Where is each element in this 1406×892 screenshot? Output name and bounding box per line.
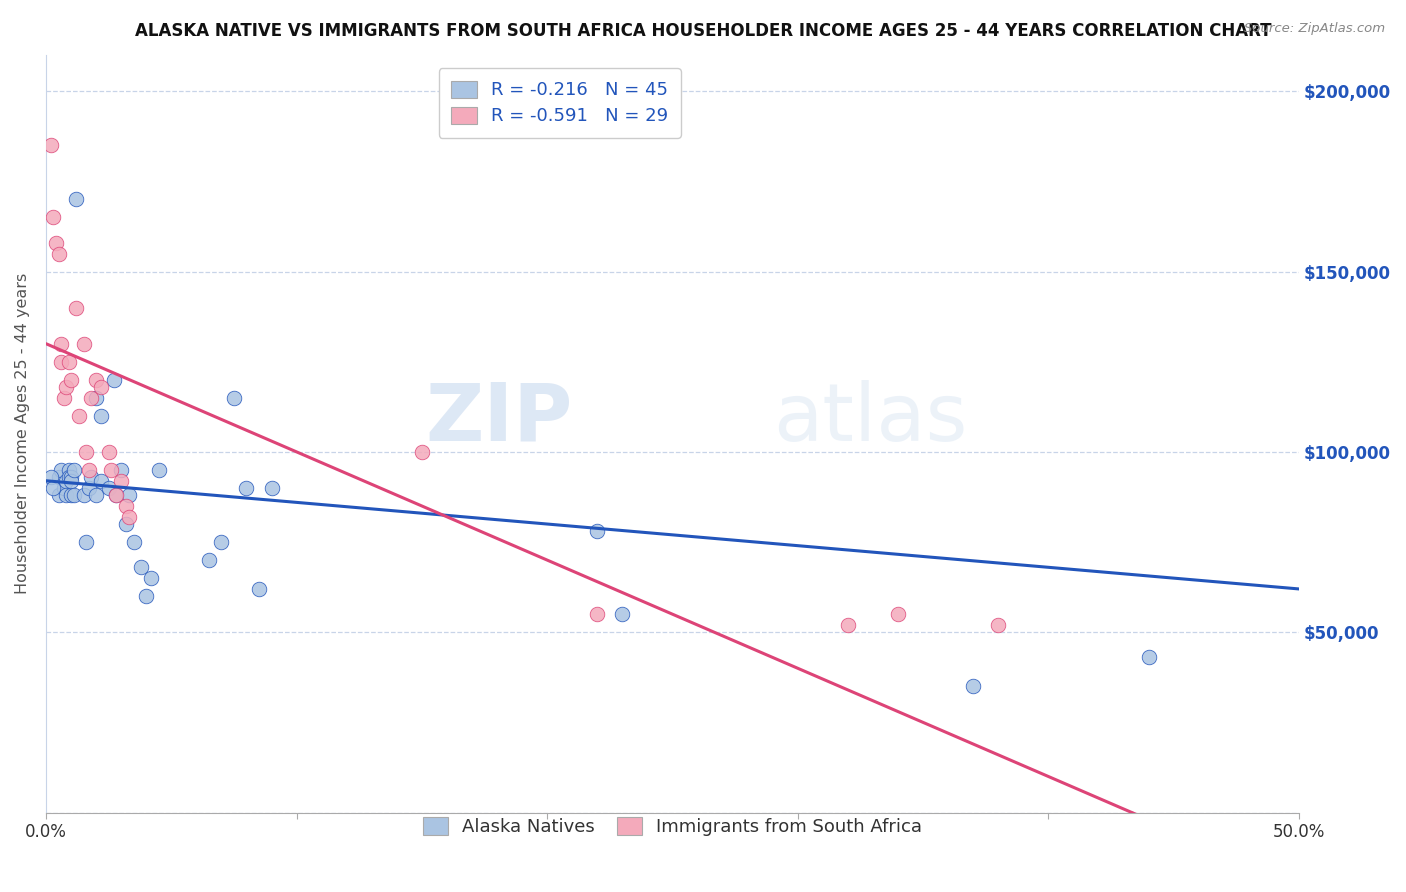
Point: [60, 373, 83, 387]
Point: [222, 391, 245, 405]
Point: [84, 373, 107, 387]
Point: [235, 481, 257, 495]
Point: [97, 481, 120, 495]
Point: [77, 463, 100, 477]
Point: [198, 553, 221, 567]
Point: [58, 470, 80, 484]
Point: [49, 463, 72, 477]
Point: [612, 607, 634, 622]
Point: [411, 445, 433, 459]
Point: [887, 607, 910, 622]
Point: [62, 463, 84, 477]
Point: [110, 463, 132, 477]
Point: [39, 470, 62, 484]
Point: [90, 380, 112, 394]
Point: [45, 235, 67, 250]
Point: [115, 499, 138, 513]
Point: [987, 618, 1010, 632]
Point: [90, 409, 112, 423]
Point: [60, 470, 83, 484]
Point: [55, 474, 77, 488]
Point: [105, 488, 128, 502]
Point: [110, 474, 132, 488]
Point: [62, 488, 84, 502]
Point: [209, 535, 232, 549]
Point: [247, 582, 270, 596]
Point: [65, 301, 87, 315]
Point: [72, 488, 94, 502]
Point: [39, 138, 62, 153]
Point: [52, 391, 75, 405]
Point: [42, 481, 65, 495]
Point: [49, 355, 72, 369]
Point: [48, 470, 70, 484]
Point: [148, 463, 170, 477]
Point: [60, 474, 83, 488]
Point: [42, 211, 65, 225]
Point: [65, 193, 87, 207]
Text: atlas: atlas: [773, 380, 967, 458]
Point: [75, 445, 97, 459]
Text: Source: ZipAtlas.com: Source: ZipAtlas.com: [1244, 22, 1385, 36]
Point: [115, 516, 138, 531]
Point: [100, 463, 122, 477]
Point: [118, 488, 141, 502]
Point: [55, 488, 77, 502]
Point: [97, 445, 120, 459]
Point: [52, 481, 75, 495]
Point: [1137, 650, 1160, 665]
Point: [60, 488, 83, 502]
Point: [80, 470, 103, 484]
Point: [48, 246, 70, 260]
Point: [77, 481, 100, 495]
Point: [75, 535, 97, 549]
Point: [122, 535, 145, 549]
Point: [141, 571, 163, 585]
Point: [58, 355, 80, 369]
Text: ZIP: ZIP: [425, 380, 572, 458]
Point: [135, 589, 157, 603]
Point: [84, 391, 107, 405]
Point: [586, 524, 609, 539]
Point: [72, 336, 94, 351]
Point: [90, 474, 112, 488]
Point: [84, 488, 107, 502]
Point: [58, 463, 80, 477]
Point: [962, 679, 984, 693]
Point: [260, 481, 283, 495]
Point: [118, 509, 141, 524]
Y-axis label: Householder Income Ages 25 - 44 years: Householder Income Ages 25 - 44 years: [15, 273, 30, 594]
Text: ALASKA NATIVE VS IMMIGRANTS FROM SOUTH AFRICA HOUSEHOLDER INCOME AGES 25 - 44 YE: ALASKA NATIVE VS IMMIGRANTS FROM SOUTH A…: [135, 22, 1271, 40]
Legend: Alaska Natives, Immigrants from South Africa: Alaska Natives, Immigrants from South Af…: [413, 808, 931, 846]
Point: [105, 488, 128, 502]
Point: [67, 409, 90, 423]
Point: [837, 618, 859, 632]
Point: [103, 373, 125, 387]
Point: [586, 607, 609, 622]
Point: [48, 488, 70, 502]
Point: [80, 391, 103, 405]
Point: [49, 336, 72, 351]
Point: [55, 380, 77, 394]
Point: [129, 560, 152, 574]
